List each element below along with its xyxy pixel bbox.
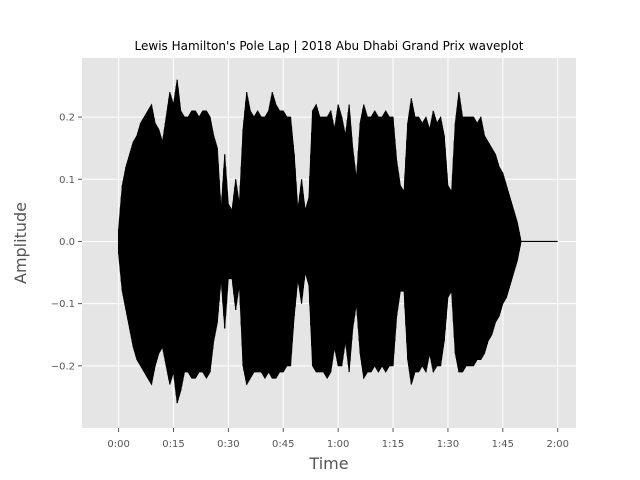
x-axis-ticks: 0:00 0:15 0:30 0:45 1:00 1:15 1:30 1:45 2:00 [107, 428, 569, 450]
waveform-samples [117, 79, 521, 404]
x-axis-label: Time [308, 454, 348, 473]
y-tick-label: 0.2 [59, 113, 75, 124]
chart-title: Lewis Hamilton's Pole Lap | 2018 Abu Dha… [135, 39, 524, 53]
y-axis-ticks: −0.2 −0.1 0.0 0.1 0.2 [51, 113, 82, 372]
y-tick-label: −0.2 [51, 361, 75, 372]
x-tick-label: 0:45 [272, 439, 294, 450]
x-tick-label: 1:30 [437, 439, 459, 450]
x-tick-label: 1:00 [327, 439, 349, 450]
x-tick-label: 2:00 [546, 439, 568, 450]
x-tick-label: 0:30 [217, 439, 239, 450]
x-tick-label: 0:15 [162, 439, 184, 450]
y-tick-label: 0.1 [59, 175, 75, 186]
y-tick-label: −0.1 [51, 299, 75, 310]
x-tick-label: 1:45 [492, 439, 514, 450]
x-tick-label: 1:15 [382, 439, 404, 450]
y-axis-label: Amplitude [11, 202, 30, 284]
x-tick-label: 0:00 [107, 439, 129, 450]
waveform [117, 79, 558, 404]
y-tick-label: 0.0 [59, 237, 75, 248]
